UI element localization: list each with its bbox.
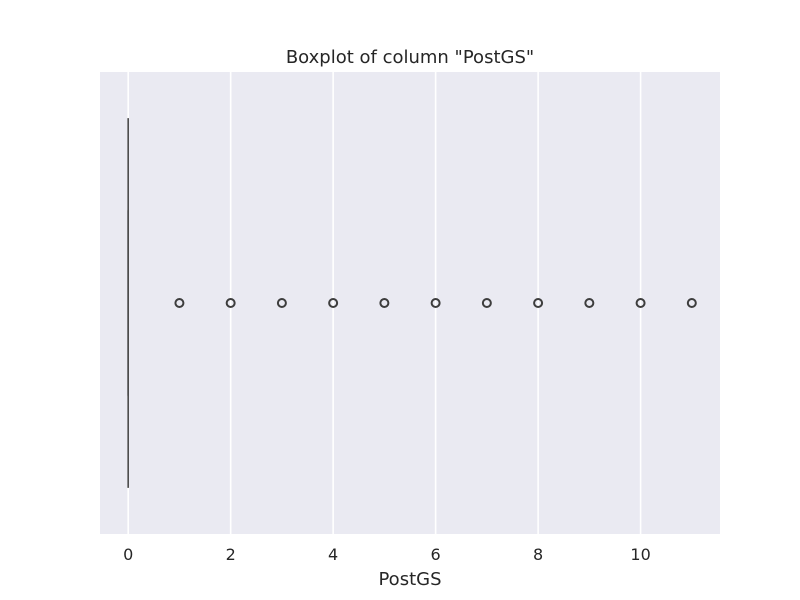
outlier-point xyxy=(686,298,697,308)
x-tick-labels: 0 2 4 6 8 10 xyxy=(123,545,651,564)
outlier-point xyxy=(430,298,441,308)
x-tick-label: 8 xyxy=(533,545,543,564)
outliers xyxy=(174,298,697,308)
x-tick-label: 2 xyxy=(226,545,236,564)
outlier-point xyxy=(584,298,595,308)
x-tick-label: 10 xyxy=(630,545,650,564)
outlier-point xyxy=(276,298,287,308)
outlier-point xyxy=(225,298,236,308)
x-tick-label: 6 xyxy=(431,545,441,564)
outlier-point xyxy=(328,298,339,308)
outlier-point xyxy=(174,298,185,308)
x-tick-label: 4 xyxy=(328,545,338,564)
x-tick-label: 0 xyxy=(123,545,133,564)
chart-title: Boxplot of column "PostGS" xyxy=(286,47,534,68)
outlier-point xyxy=(635,298,646,308)
outlier-point xyxy=(379,298,390,308)
outlier-point xyxy=(481,298,492,308)
x-axis-label: PostGS xyxy=(378,569,441,590)
plot-background xyxy=(100,72,720,534)
outlier-point xyxy=(533,298,544,308)
